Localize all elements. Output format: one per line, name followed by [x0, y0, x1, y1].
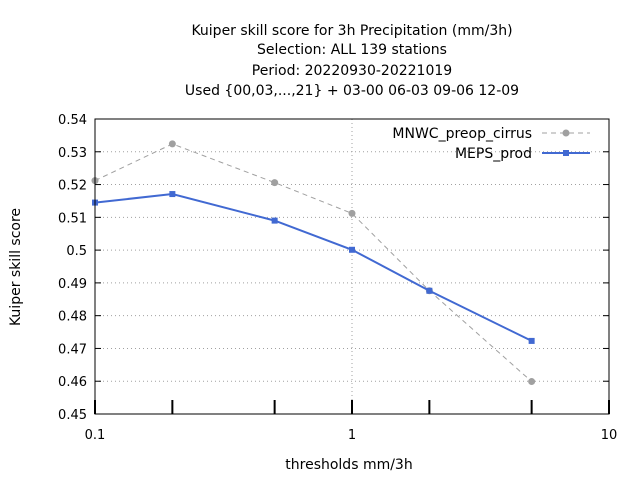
series-MNWC_preop_cirrus	[91, 140, 536, 386]
title-line-1: Kuiper skill score for 3h Precipitation …	[191, 23, 512, 39]
y-tick-label: 0.45	[58, 408, 87, 423]
x-tick-label: 1	[348, 428, 356, 443]
data-point	[349, 246, 355, 253]
series-line	[94, 193, 533, 342]
data-point	[528, 378, 536, 386]
legend-swatch-marker	[562, 129, 570, 137]
y-tick-label: 0.51	[58, 211, 87, 226]
y-axis-label: Kuiper skill score	[8, 208, 24, 326]
series-line	[94, 143, 532, 382]
y-tick-label: 0.49	[58, 277, 87, 292]
data-point	[271, 217, 278, 224]
y-tick-label: 0.48	[58, 310, 87, 325]
x-tick-label: 0.1	[85, 428, 106, 443]
series-MEPS_prod	[92, 191, 535, 344]
y-tick-label: 0.53	[58, 146, 87, 161]
data-point	[528, 337, 535, 344]
title-line-2: Selection: ALL 139 stations	[257, 42, 447, 58]
data-point	[169, 191, 176, 198]
y-tick-label: 0.52	[58, 179, 87, 194]
title-line-3: Period: 20220930-20221019	[252, 63, 452, 79]
title-line-4: Used {00,03,...,21} + 03-00 06-03 09-06 …	[185, 83, 519, 99]
data-point	[271, 179, 279, 187]
legend: MNWC_preop_cirrus MEPS_prod	[392, 126, 590, 162]
data-point	[426, 287, 433, 294]
x-axis-label: thresholds mm/3h	[285, 457, 412, 473]
x-tick-labels: 0.1 1 10	[85, 428, 618, 443]
y-tick-labels: 0.45 0.46 0.47 0.48 0.49 0.5 0.51 0.52 0.53 0.54	[58, 113, 87, 423]
legend-swatch-marker	[563, 150, 569, 156]
legend-label: MNWC_preop_cirrus	[392, 126, 532, 142]
y-tick-label: 0.46	[58, 375, 87, 390]
axis-ticks	[94, 118, 610, 415]
plot-series	[91, 140, 536, 386]
y-tick-label: 0.54	[58, 113, 87, 128]
data-point	[348, 209, 356, 217]
x-tick-label: 10	[601, 428, 618, 443]
data-point	[168, 140, 176, 148]
legend-entry: MEPS_prod	[455, 146, 590, 162]
y-tick-label: 0.47	[58, 342, 87, 357]
legend-entry: MNWC_preop_cirrus	[392, 126, 590, 142]
chart-title: Kuiper skill score for 3h Precipitation …	[185, 23, 519, 99]
grid	[95, 119, 609, 414]
y-tick-label: 0.5	[66, 244, 87, 259]
legend-label: MEPS_prod	[455, 146, 532, 162]
